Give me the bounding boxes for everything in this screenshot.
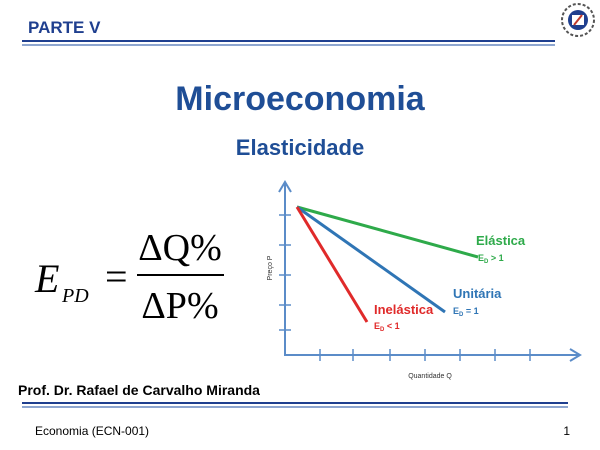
formula-equals: = (105, 254, 128, 299)
text-part: < 1 (384, 321, 399, 331)
text-part: E (478, 253, 484, 263)
text-part: > 1 (488, 253, 503, 263)
text-part: = 1 (463, 306, 478, 316)
formula-symbol: E (34, 256, 59, 301)
curve-condition: ED = 1 (453, 306, 479, 318)
formula-subscript: PD (61, 285, 89, 307)
text-part: E (374, 321, 380, 331)
x-axis-arrow (569, 348, 582, 362)
unitary-curve (296, 205, 446, 314)
y-axis-arrow (278, 180, 292, 193)
page-number: 1 (563, 424, 570, 438)
text-part: D (484, 259, 489, 265)
curve-label: Inelástica (374, 302, 434, 317)
inelastic-curve (295, 206, 369, 323)
logo (561, 3, 595, 37)
curve-condition: ED > 1 (478, 253, 504, 265)
section-label: PARTE V (28, 18, 101, 37)
text-part: D (459, 312, 464, 318)
footer-course: Economia (ECN-001) (35, 424, 149, 438)
diagram: Preço P Quantidade Q Elástica ED > 1 Uni… (267, 180, 582, 380)
formula-numerator: ΔQ% (138, 227, 222, 269)
curve-label: Elástica (476, 233, 526, 248)
slide-subtitle: Elasticidade (236, 135, 364, 160)
elastic-curve (296, 205, 479, 259)
text-part: E (453, 306, 459, 316)
curve-condition: ED < 1 (374, 321, 400, 333)
x-axis-label: Quantidade Q (408, 373, 452, 380)
formula-denominator: ΔP% (141, 285, 218, 327)
text-part: D (380, 327, 385, 333)
slide-title: Microeconomia (175, 80, 425, 118)
author: Prof. Dr. Rafael de Carvalho Miranda (18, 382, 260, 398)
curve-label: Unitária (453, 286, 502, 301)
axis-ticks (279, 214, 531, 361)
y-axis-label: Preço P (267, 255, 274, 280)
formula: E PD = ΔQ% ΔP% (34, 227, 224, 327)
